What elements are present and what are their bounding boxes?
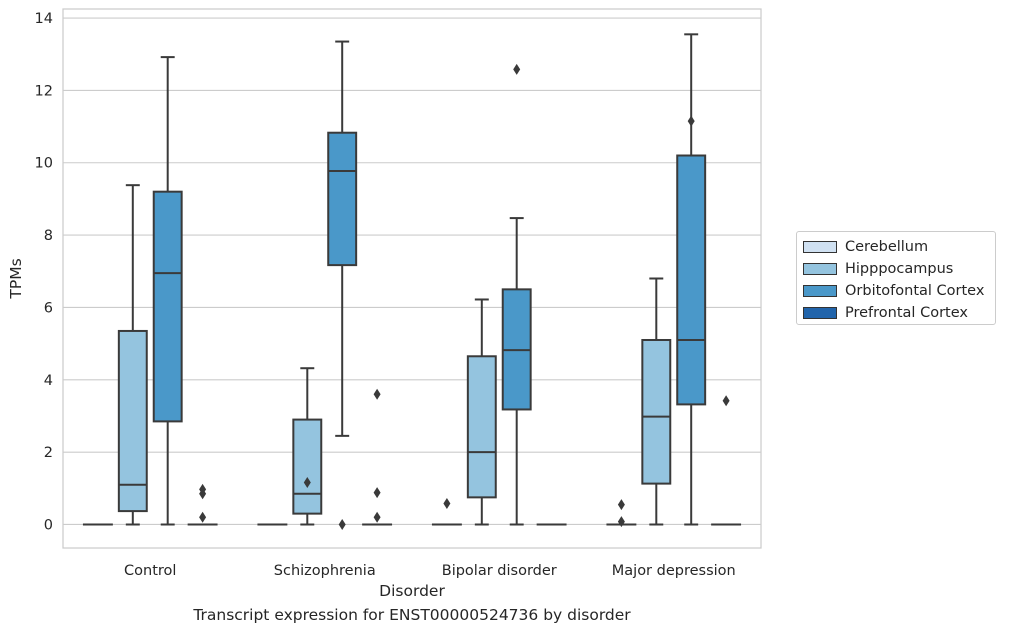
outlier-point bbox=[443, 498, 451, 510]
legend-label: Prefrontal Cortex bbox=[845, 305, 968, 321]
box-iqr bbox=[327, 131, 358, 267]
y-tick-label: 2 bbox=[44, 445, 53, 461]
box-iqr bbox=[152, 190, 183, 423]
outlier-point bbox=[373, 487, 381, 499]
legend-swatch bbox=[803, 307, 837, 319]
box-iqr bbox=[676, 154, 707, 406]
y-tick-label: 14 bbox=[35, 11, 53, 27]
y-tick-label: 6 bbox=[44, 300, 53, 316]
y-tick-label: 10 bbox=[35, 156, 53, 172]
figure-caption: Transcript expression for ENST0000052473… bbox=[193, 606, 631, 624]
y-tick-label: 12 bbox=[35, 83, 53, 99]
legend-swatch bbox=[803, 285, 837, 297]
box-iqr bbox=[641, 338, 672, 485]
y-axis-label: TPMs bbox=[7, 258, 25, 299]
x-axis-label: Disorder bbox=[379, 582, 445, 600]
box-iqr bbox=[292, 418, 323, 515]
outlier-point bbox=[513, 63, 521, 75]
y-tick-labels: 0 2 4 6 8 10 12 14 bbox=[35, 11, 53, 533]
box-hipppocampus bbox=[117, 184, 148, 526]
legend: Cerebellum Hipppocampus Orbitofontal Corte… bbox=[796, 231, 996, 325]
x-tick-label: Bipolar disorder bbox=[442, 563, 557, 579]
outlier-point bbox=[722, 395, 730, 407]
box-hipppocampus bbox=[466, 298, 497, 526]
box-prefrontal-cortex bbox=[187, 483, 218, 526]
outlier-point bbox=[687, 115, 695, 127]
box-prefrontal-cortex bbox=[362, 388, 393, 526]
box-plots bbox=[82, 33, 742, 530]
legend-swatch bbox=[803, 263, 837, 275]
outlier-point bbox=[199, 511, 207, 523]
y-tick-label: 8 bbox=[44, 228, 53, 244]
x-tick-labels: Control Schizophrenia Bipolar disorder Majo… bbox=[124, 563, 736, 579]
outlier-point bbox=[199, 483, 207, 495]
outlier-point bbox=[373, 388, 381, 400]
box-hipppocampus bbox=[641, 277, 672, 526]
y-tick-label: 0 bbox=[44, 517, 53, 533]
box-iqr bbox=[117, 329, 148, 513]
legend-label: Cerebellum bbox=[845, 239, 929, 255]
outlier-point bbox=[303, 477, 311, 489]
legend-item: Hipppocampus bbox=[803, 258, 995, 280]
plot-frame bbox=[62, 8, 762, 549]
outlier-point bbox=[617, 499, 625, 511]
legend-label: Orbitofontal Cortex bbox=[845, 283, 985, 299]
outlier-point bbox=[617, 516, 625, 528]
legend-label: Hipppocampus bbox=[845, 261, 954, 277]
box-hipppocampus bbox=[292, 367, 323, 526]
legend-item: Prefrontal Cortex bbox=[803, 302, 995, 324]
box-orbitofontal-cortex bbox=[152, 56, 183, 526]
box-cerebellum bbox=[606, 499, 637, 528]
legend-item: Cerebellum bbox=[803, 236, 995, 258]
box-prefrontal-cortex bbox=[711, 395, 742, 526]
x-tick-label: Schizophrenia bbox=[274, 563, 376, 579]
legend-swatch bbox=[803, 241, 837, 253]
x-tick-label: Major depression bbox=[612, 563, 736, 579]
box-orbitofontal-cortex bbox=[501, 63, 532, 526]
outlier-point bbox=[338, 518, 346, 530]
legend-item: Orbitofontal Cortex bbox=[803, 280, 995, 302]
box-iqr bbox=[466, 355, 497, 499]
box-orbitofontal-cortex bbox=[676, 33, 707, 526]
outlier-point bbox=[373, 511, 381, 523]
x-tick-label: Control bbox=[124, 563, 176, 579]
box-orbitofontal-cortex bbox=[327, 40, 358, 530]
box-cerebellum bbox=[431, 498, 462, 526]
y-tick-label: 4 bbox=[44, 373, 53, 389]
